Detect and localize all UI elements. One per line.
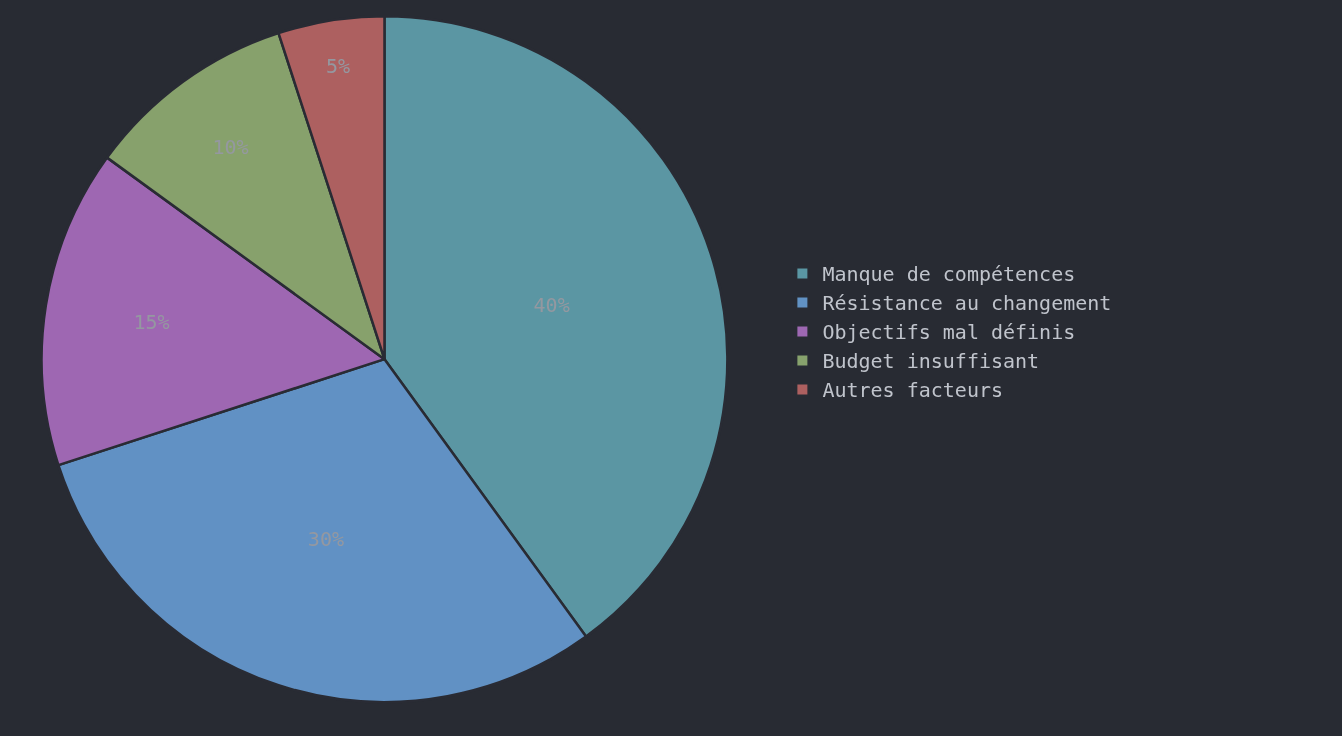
svg-text:40%: 40% [534,293,570,317]
svg-text:Budget insuffisant: Budget insuffisant [822,349,1039,373]
svg-text:Résistance au changement: Résistance au changement [822,291,1111,315]
svg-text:Manque de compétences: Manque de compétences [822,262,1075,286]
svg-text:10%: 10% [212,135,248,159]
svg-text:5%: 5% [326,54,350,78]
svg-text:Objectifs mal définis: Objectifs mal définis [822,320,1075,344]
svg-text:30%: 30% [308,527,344,551]
svg-text:15%: 15% [134,310,170,334]
svg-text:Autres facteurs: Autres facteurs [822,378,1003,402]
